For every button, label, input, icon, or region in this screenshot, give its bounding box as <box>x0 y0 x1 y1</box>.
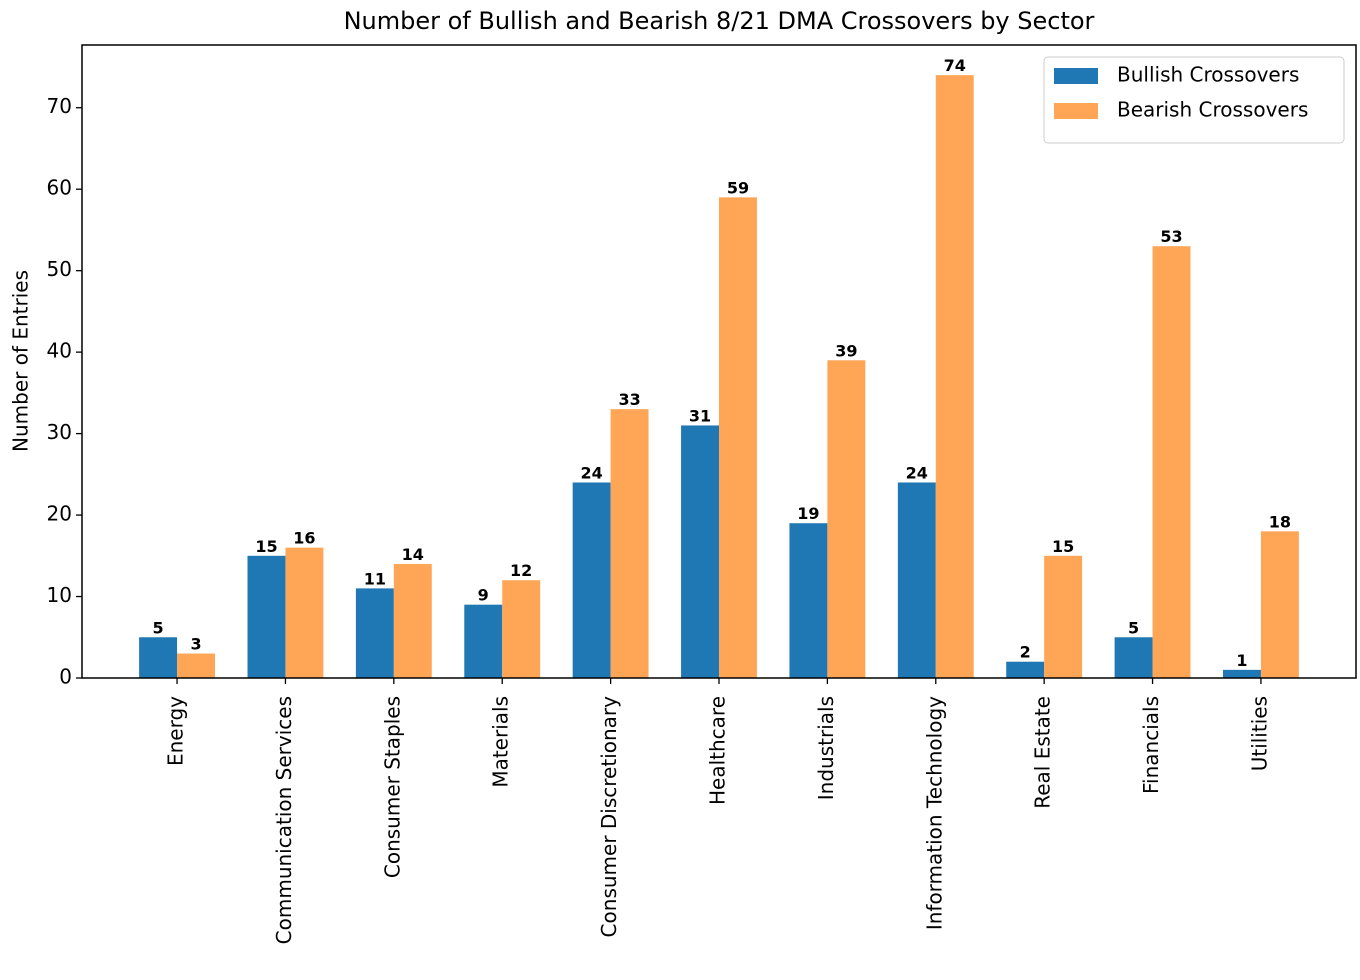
y-tick-label: 0 <box>59 665 72 689</box>
x-tick-label: Consumer Discretionary <box>597 696 621 938</box>
value-label: 1 <box>1236 651 1247 670</box>
bar <box>572 482 611 678</box>
bar <box>285 547 324 678</box>
bar <box>1044 555 1083 678</box>
bar <box>610 409 649 678</box>
bar <box>1223 669 1261 678</box>
value-label: 15 <box>255 537 277 556</box>
value-label: 11 <box>364 569 386 588</box>
bar <box>719 197 757 678</box>
value-label: 12 <box>510 561 532 580</box>
value-label: 2 <box>1020 643 1031 662</box>
bar <box>139 637 178 678</box>
bar <box>935 75 974 678</box>
value-label: 24 <box>581 463 603 482</box>
bar <box>827 360 866 678</box>
value-label: 18 <box>1269 512 1291 531</box>
bar <box>177 653 215 678</box>
bar <box>464 604 503 678</box>
y-tick-label: 10 <box>47 583 72 607</box>
bar <box>355 588 394 678</box>
bar <box>1152 246 1191 678</box>
y-tick-label: 40 <box>47 339 72 363</box>
bar <box>502 580 541 678</box>
bar <box>897 482 936 678</box>
legend-label: Bearish Crossovers <box>1117 98 1308 122</box>
bar <box>1006 661 1045 678</box>
value-label: 15 <box>1052 537 1074 556</box>
y-tick-label: 30 <box>47 420 72 444</box>
bar <box>1114 637 1153 678</box>
value-label: 9 <box>478 586 489 605</box>
value-label: 19 <box>797 504 819 523</box>
x-tick-label: Industrials <box>814 696 838 800</box>
value-label: 5 <box>153 618 164 637</box>
value-label: 31 <box>689 406 711 425</box>
value-label: 59 <box>727 178 749 197</box>
bar <box>789 523 828 678</box>
bar <box>393 563 432 678</box>
value-label: 53 <box>1160 227 1182 246</box>
x-tick-label: Energy <box>164 696 188 766</box>
plot-frame <box>81 44 1357 679</box>
value-label: 39 <box>835 341 857 360</box>
legend-swatch <box>1054 68 1098 84</box>
value-label: 33 <box>618 390 640 409</box>
bar <box>681 425 719 678</box>
x-tick-label: Information Technology <box>922 696 946 930</box>
legend-swatch <box>1054 103 1098 119</box>
y-axis-label: Number of Entries <box>9 270 33 452</box>
x-tick-label: Healthcare <box>706 696 730 805</box>
value-label: 24 <box>906 463 928 482</box>
y-tick-label: 60 <box>47 176 72 200</box>
value-label: 16 <box>293 529 315 548</box>
y-tick-label: 50 <box>47 257 72 281</box>
value-label: 3 <box>190 635 201 654</box>
y-tick-label: 70 <box>47 94 72 118</box>
x-tick-label: Financials <box>1139 696 1163 794</box>
value-label: 14 <box>402 545 424 564</box>
x-tick-label: Real Estate <box>1031 696 1055 809</box>
x-tick-label: Materials <box>489 696 513 788</box>
legend-label: Bullish Crossovers <box>1117 63 1299 87</box>
legend-box <box>1043 56 1345 144</box>
value-label: 5 <box>1128 618 1139 637</box>
bar <box>247 555 286 678</box>
x-tick-label: Communication Services <box>272 696 296 944</box>
value-label: 74 <box>944 56 966 75</box>
bar <box>1260 531 1299 678</box>
chart-title: Number of Bullish and Bearish 8/21 DMA C… <box>344 7 1095 35</box>
x-tick-label: Utilities <box>1247 696 1271 771</box>
x-tick-label: Consumer Staples <box>380 696 404 878</box>
y-tick-label: 20 <box>47 502 72 526</box>
